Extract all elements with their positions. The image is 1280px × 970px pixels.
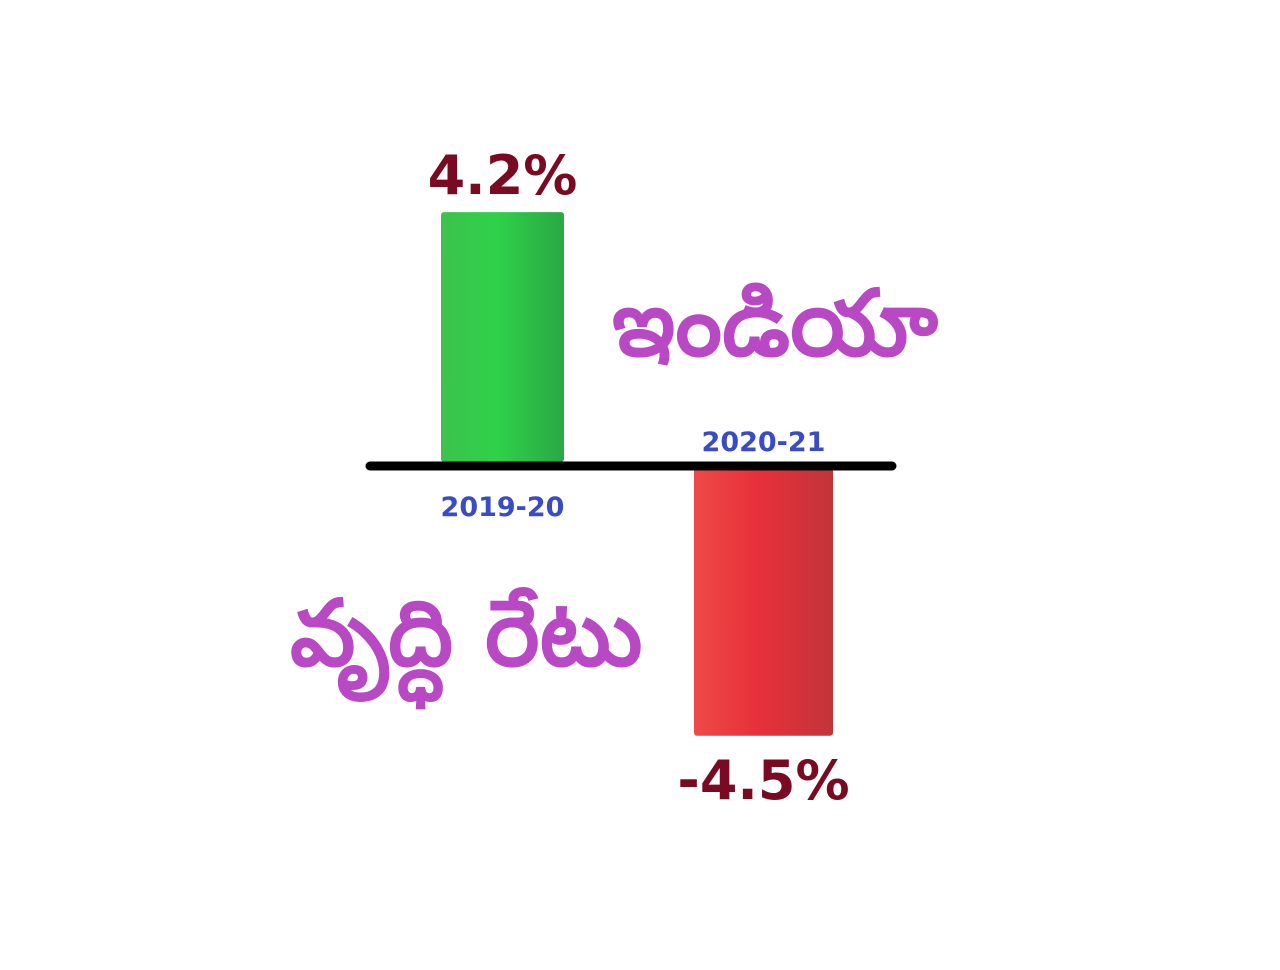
bar-2020-21 (694, 468, 833, 736)
bar-2019-20 (441, 212, 564, 462)
chart-title-line-2: వృద్ధి రేటు (290, 580, 643, 687)
category-label-2020-21: 2020-21 (702, 427, 826, 458)
value-label-2020-21: -4.5% (677, 749, 849, 812)
category-label-2019-20: 2019-20 (441, 492, 565, 523)
chart-title-line-1: ఇండియా (612, 270, 938, 377)
value-label-2019-20: 4.2% (428, 144, 578, 207)
